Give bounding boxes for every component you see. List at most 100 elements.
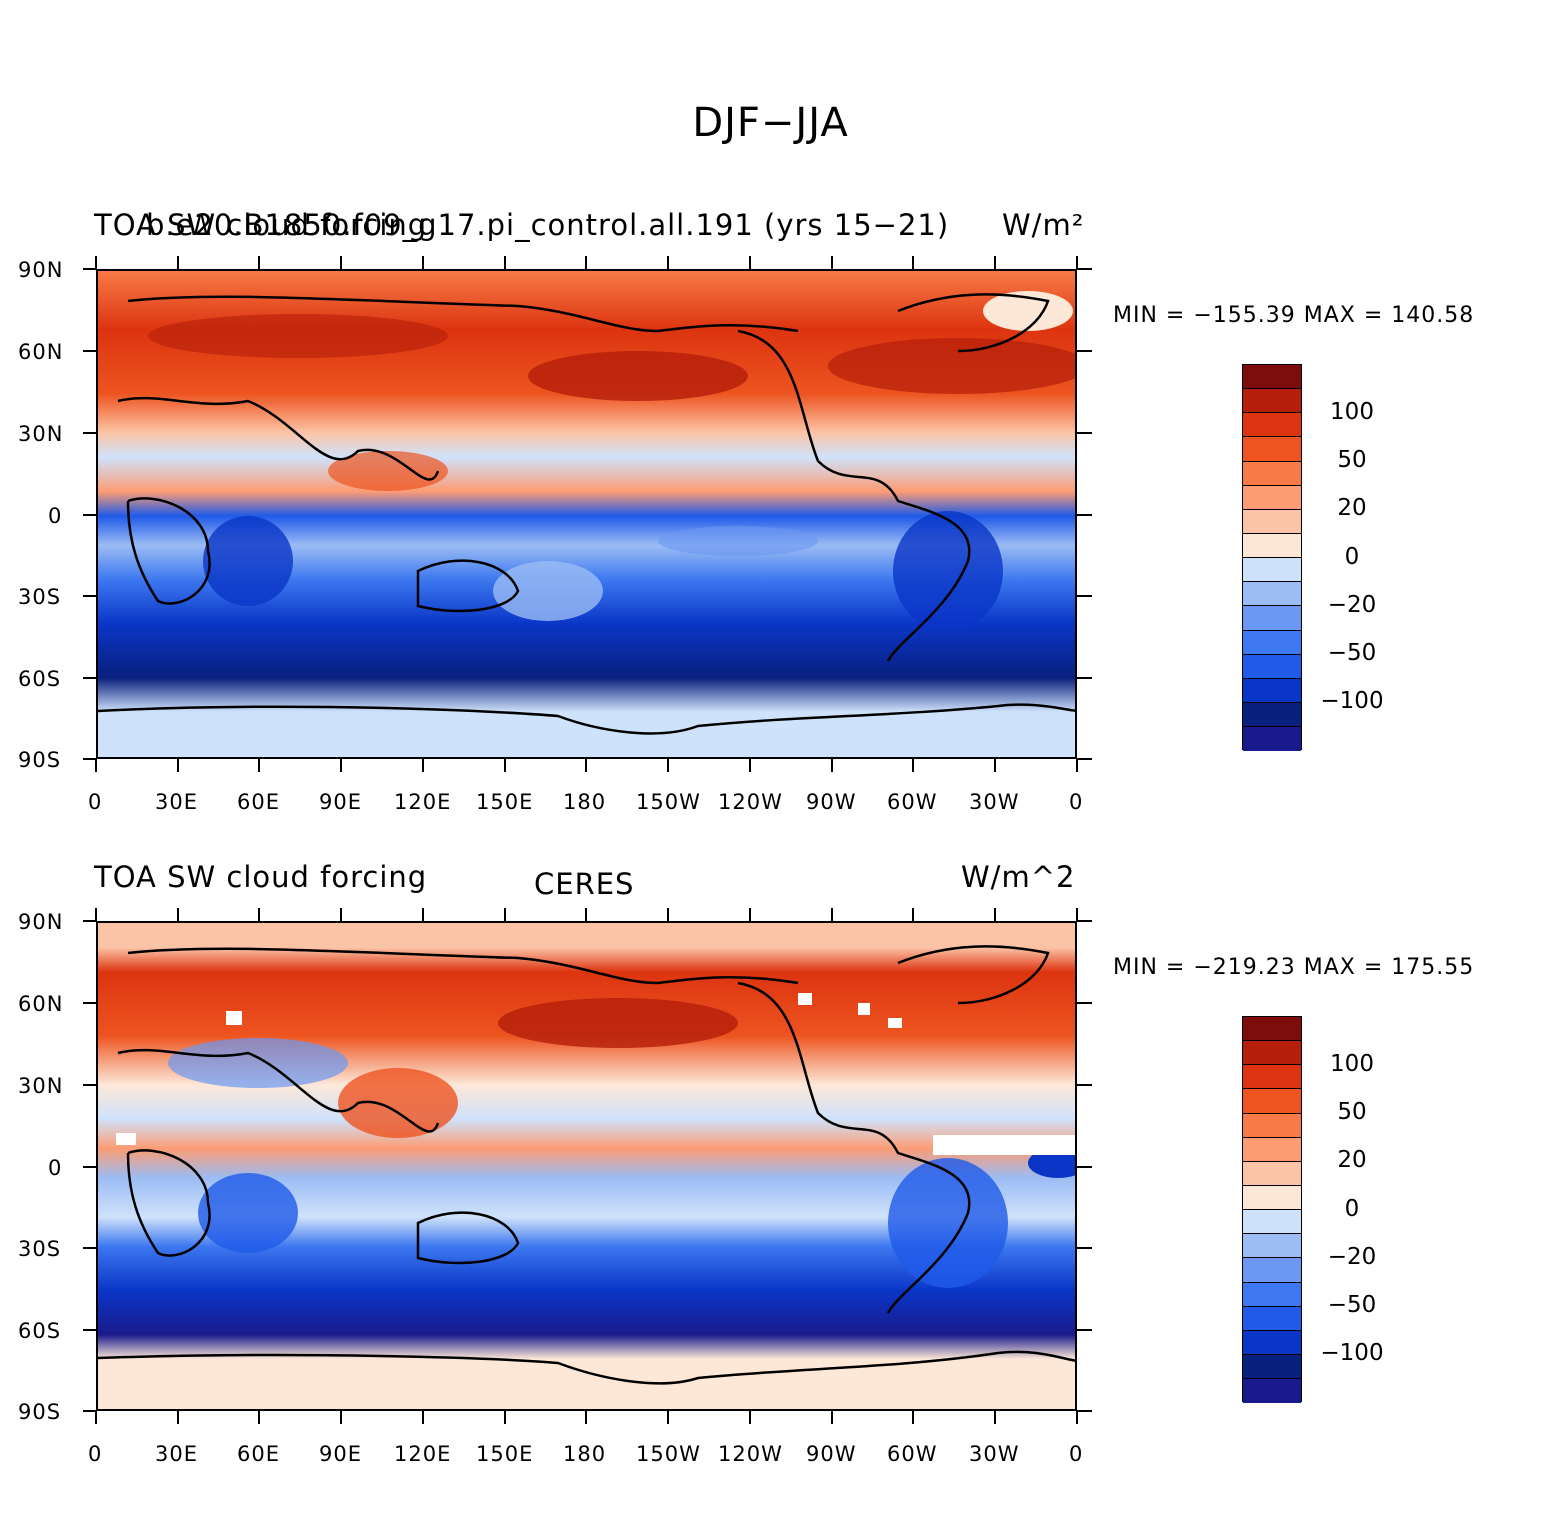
panel-title-units: W/m² (1002, 208, 1085, 242)
colorbar-swatch (1243, 630, 1301, 655)
lon-label: 120W (718, 790, 783, 814)
colorbar-swatch (1243, 1161, 1301, 1186)
colorbar-swatch (1243, 1137, 1301, 1162)
colorbar-swatch (1243, 1113, 1301, 1138)
lon-label: 90E (319, 1442, 362, 1466)
lon-label: 60E (237, 1442, 280, 1466)
colorbar-label: 20 (1337, 495, 1367, 521)
lon-label: 150E (476, 1442, 534, 1466)
colorbar-obs (1242, 1016, 1302, 1404)
lat-label: 60S (18, 1319, 62, 1343)
lon-label: 90W (806, 1442, 857, 1466)
lon-label: 180 (563, 790, 607, 814)
colorbar-swatch (1243, 413, 1301, 438)
lon-label: 0 (88, 790, 103, 814)
lon-label: 0 (1069, 1442, 1084, 1466)
colorbar-swatch (1243, 461, 1301, 486)
lon-label: 180 (563, 1442, 607, 1466)
lon-label: 30W (969, 1442, 1020, 1466)
lat-label: 90S (18, 1400, 62, 1424)
colorbar-swatch (1243, 678, 1301, 703)
figure-title: DJF−JJA (692, 100, 849, 146)
lon-label: 60W (887, 1442, 938, 1466)
lon-label: 150W (636, 790, 701, 814)
colorbar-swatch (1243, 485, 1301, 510)
lat-label: 0 (48, 1156, 63, 1180)
min-max-stats: MIN = −155.39 MAX = 140.58 (1113, 303, 1475, 328)
colorbar-swatch (1243, 1354, 1301, 1380)
lon-label: 120E (394, 1442, 452, 1466)
colorbar-swatch (1243, 1258, 1301, 1283)
colorbar-swatch (1243, 1282, 1301, 1307)
colorbar-swatch (1243, 558, 1301, 583)
map-field-svg (98, 271, 1075, 757)
colorbar-swatch (1243, 1089, 1301, 1114)
colorbar-swatch (1243, 509, 1301, 534)
lat-label: 30N (18, 422, 64, 446)
colorbar-label: 100 (1330, 1051, 1374, 1077)
colorbar-swatch (1243, 365, 1301, 390)
lat-label: 60N (18, 340, 64, 364)
lon-label: 150E (476, 790, 534, 814)
colorbar-label: −50 (1327, 640, 1377, 666)
colorbar-swatch (1243, 1330, 1301, 1355)
colorbar-label: 50 (1337, 1099, 1367, 1125)
min-max-stats: MIN = −219.23 MAX = 175.55 (1113, 955, 1475, 980)
colorbar-swatch (1243, 654, 1301, 679)
colorbar-label: 20 (1337, 1147, 1367, 1173)
colorbar-swatch (1243, 582, 1301, 607)
colorbar-label: 100 (1330, 399, 1374, 425)
lon-label: 60W (887, 790, 938, 814)
colorbar-swatch (1243, 1210, 1301, 1235)
colorbar-swatch (1243, 437, 1301, 462)
colorbar-swatch (1243, 533, 1301, 559)
colorbar-swatch (1243, 1234, 1301, 1259)
colorbar-swatch (1243, 606, 1301, 631)
lat-label: 90S (18, 748, 62, 772)
colorbar-label: −20 (1327, 1244, 1377, 1270)
colorbar-label: 0 (1344, 1196, 1360, 1222)
lon-label: 60E (237, 790, 280, 814)
axis-ticks-model (83, 256, 1092, 772)
lat-label: 90N (18, 258, 64, 282)
colorbar-label: −50 (1327, 1292, 1377, 1318)
colorbar-model (1242, 364, 1302, 752)
colorbar-swatch (1243, 1065, 1301, 1090)
colorbar-swatch (1243, 1185, 1301, 1211)
colorbar-swatch (1243, 727, 1301, 752)
lat-label: 30S (18, 1237, 62, 1261)
colorbar-swatch (1243, 1379, 1301, 1404)
lon-label: 120E (394, 790, 452, 814)
lat-label: 30S (18, 585, 62, 609)
lat-label: 60N (18, 992, 64, 1016)
lon-label: 150W (636, 1442, 701, 1466)
map-field-obs (96, 921, 1077, 1411)
panel-title-units: W/m^2 (961, 860, 1076, 894)
lon-label: 90W (806, 790, 857, 814)
map-field-svg (98, 923, 1075, 1409)
map-field-model (96, 269, 1077, 759)
lon-label: 0 (88, 1442, 103, 1466)
panel-title-left: TOA SW cloud forcing (94, 860, 428, 894)
lon-label: 0 (1069, 790, 1084, 814)
colorbar-label: −100 (1320, 688, 1384, 714)
colorbar-label: −20 (1327, 592, 1377, 618)
colorbar-label: −100 (1320, 1340, 1384, 1366)
lon-label: 120W (718, 1442, 783, 1466)
colorbar-swatch (1243, 1041, 1301, 1066)
panel-title-center: b.e20.B1850.f09_g17.pi_control.all.191 (… (146, 208, 950, 242)
axis-ticks-obs (83, 908, 1092, 1424)
colorbar-label: 0 (1344, 544, 1360, 570)
lon-label: 30E (155, 1442, 198, 1466)
lat-label: 90N (18, 910, 64, 934)
colorbar-label: 50 (1337, 447, 1367, 473)
panel-title-center: CERES (534, 867, 635, 901)
lon-label: 30E (155, 790, 198, 814)
lat-label: 0 (48, 504, 63, 528)
colorbar-swatch (1243, 1306, 1301, 1331)
lat-label: 30N (18, 1074, 64, 1098)
colorbar-swatch (1243, 389, 1301, 414)
lon-label: 30W (969, 790, 1020, 814)
panel-title-left: TOA SW cloud forcing (94, 208, 428, 242)
lon-label: 90E (319, 790, 362, 814)
